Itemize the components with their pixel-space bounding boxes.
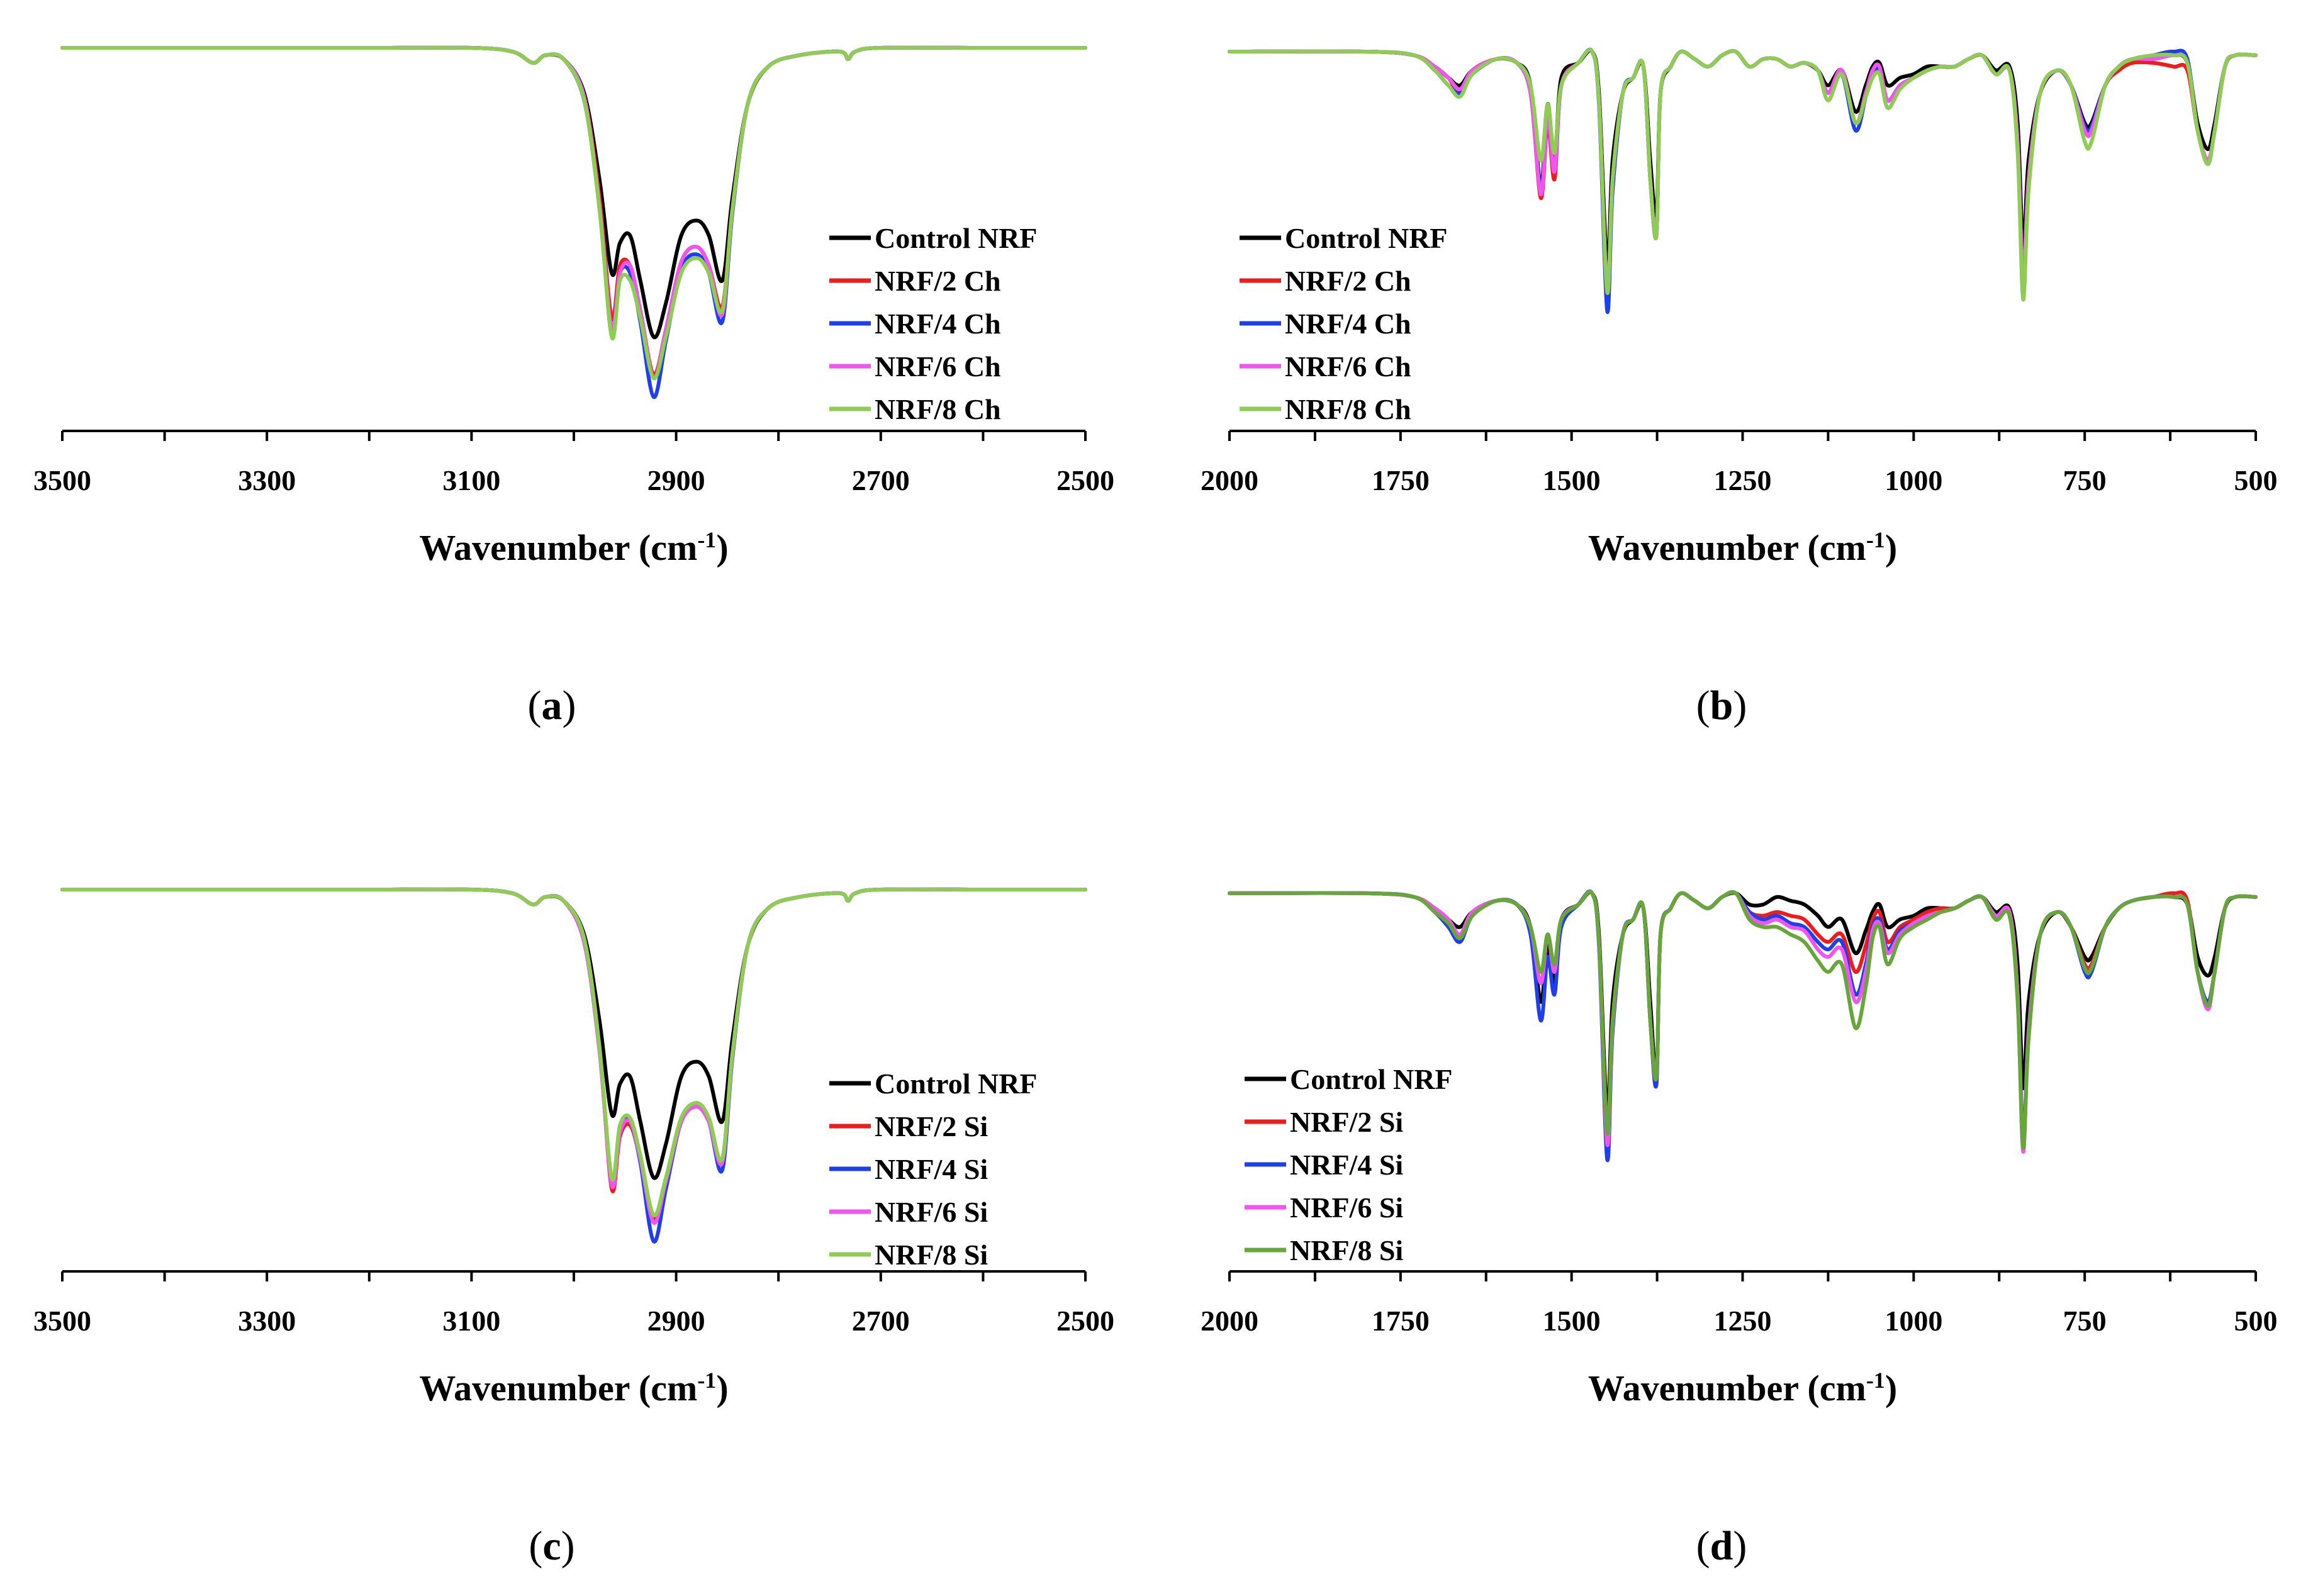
x-tick-label: 1250 <box>1714 1305 1772 1337</box>
panel-label: (a) <box>528 683 576 728</box>
series-line-nrf-8-ch <box>1228 48 2258 301</box>
series-line-nrf-8-si <box>1228 890 2258 1150</box>
panel-label: (b) <box>1696 683 1747 728</box>
panel-label: (d) <box>1696 1523 1747 1569</box>
panel-a: 3500 3300 3100 2900 2700 2500 Wavenumber (cm-1… <box>33 45 1114 728</box>
series-group <box>60 887 1087 1244</box>
legend-label: NRF/2 Ch <box>875 265 1001 297</box>
x-tick-label: 750 <box>2063 1305 2107 1337</box>
legend-label: NRF/2 Si <box>875 1110 988 1142</box>
legend-label: NRF/8 Si <box>1290 1234 1403 1266</box>
legend-label: NRF/4 Ch <box>875 308 1001 340</box>
x-tick-label: 2000 <box>1201 464 1258 496</box>
legend: Control NRF NRF/2 Ch NRF/4 Ch NRF/6 Ch NRF/8… <box>1240 222 1448 425</box>
series-line-nrf-6-ch <box>1228 48 2258 295</box>
legend: Control NRF NRF/2 Ch NRF/4 Ch NRF/6 Ch NRF/8… <box>829 222 1038 425</box>
x-tick-label: 1750 <box>1372 464 1430 496</box>
x-tick-label: 2500 <box>1056 1305 1114 1337</box>
legend-label: Control NRF <box>1285 222 1448 254</box>
legend-label: NRF/4 Si <box>875 1153 988 1185</box>
panel-d: 2000 1750 1500 1250 1000 750 500 Wavenumber (cm… <box>1201 889 2278 1569</box>
x-tick-label: 2700 <box>852 464 910 496</box>
x-axis-label: Wavenumber (cm-1) <box>419 1368 728 1409</box>
x-axis-label: Wavenumber (cm-1) <box>419 527 728 568</box>
x-tick-label: 2500 <box>1056 464 1114 496</box>
legend-label: NRF/8 Si <box>875 1239 988 1271</box>
x-tick-label: 500 <box>2234 1305 2278 1337</box>
x-tick-label: 1000 <box>1885 464 1942 496</box>
x-tick-label: 1500 <box>1543 1305 1601 1337</box>
x-tick-label: 1000 <box>1885 1305 1942 1337</box>
x-tick-label: 750 <box>2063 464 2107 496</box>
x-tick-label: 2000 <box>1201 1305 1258 1337</box>
x-tick-label: 2900 <box>647 1305 705 1337</box>
x-tick-label: 2700 <box>852 1305 910 1337</box>
x-tick-label: 1750 <box>1372 1305 1430 1337</box>
legend-label: Control NRF <box>1290 1063 1453 1095</box>
x-tick-label: 3500 <box>33 464 91 496</box>
x-tick-label: 1250 <box>1714 464 1772 496</box>
x-axis-label: Wavenumber (cm-1) <box>1588 1368 1897 1409</box>
legend: Control NRF NRF/2 Si NRF/4 Si NRF/6 Si NRF/8… <box>829 1068 1038 1271</box>
x-tick-label: 3100 <box>442 464 500 496</box>
x-tick-label: 2900 <box>647 464 705 496</box>
x-tick-label: 3500 <box>33 1305 91 1337</box>
series-line-nrf-8-si <box>60 887 1087 1217</box>
x-axis-label: Wavenumber (cm-1) <box>1588 527 1897 568</box>
x-tick-label: 1500 <box>1543 464 1601 496</box>
series-line-nrf-8-ch <box>60 45 1087 381</box>
legend-label: NRF/2 Si <box>1290 1106 1403 1138</box>
x-tick-label: 500 <box>2234 464 2278 496</box>
panel-c: 3500 3300 3100 2900 2700 2500 Wavenumber (cm-1… <box>33 887 1114 1569</box>
legend-label: NRF/6 Si <box>875 1196 988 1228</box>
panel-b: 2000 1750 1500 1250 1000 750 500 Wavenumber (cm… <box>1201 47 2278 728</box>
legend: Control NRF NRF/2 Si NRF/4 Si NRF/6 Si NRF/8… <box>1245 1063 1453 1266</box>
panel-label: (c) <box>529 1523 574 1569</box>
legend-label: NRF/6 Ch <box>1285 350 1411 382</box>
legend-label: Control NRF <box>875 1068 1038 1100</box>
legend-label: NRF/8 Ch <box>1285 393 1411 425</box>
series-line-nrf-2-ch <box>1228 48 2258 295</box>
legend-label: NRF/6 Si <box>1290 1191 1403 1224</box>
series-group <box>1228 47 2258 315</box>
legend-label: NRF/4 Ch <box>1285 308 1411 340</box>
legend-label: NRF/6 Ch <box>875 350 1001 382</box>
series-line-nrf-4-si <box>60 887 1087 1244</box>
legend-label: NRF/4 Si <box>1290 1149 1403 1181</box>
legend-label: NRF/8 Ch <box>875 393 1001 425</box>
series-group <box>60 45 1087 399</box>
x-tick-label: 3300 <box>238 1305 296 1337</box>
legend-label: NRF/2 Ch <box>1285 265 1411 297</box>
x-tick-label: 3300 <box>238 464 296 496</box>
legend-label: Control NRF <box>875 222 1038 254</box>
x-tick-label: 3100 <box>442 1305 500 1337</box>
series-group <box>1228 889 2258 1163</box>
